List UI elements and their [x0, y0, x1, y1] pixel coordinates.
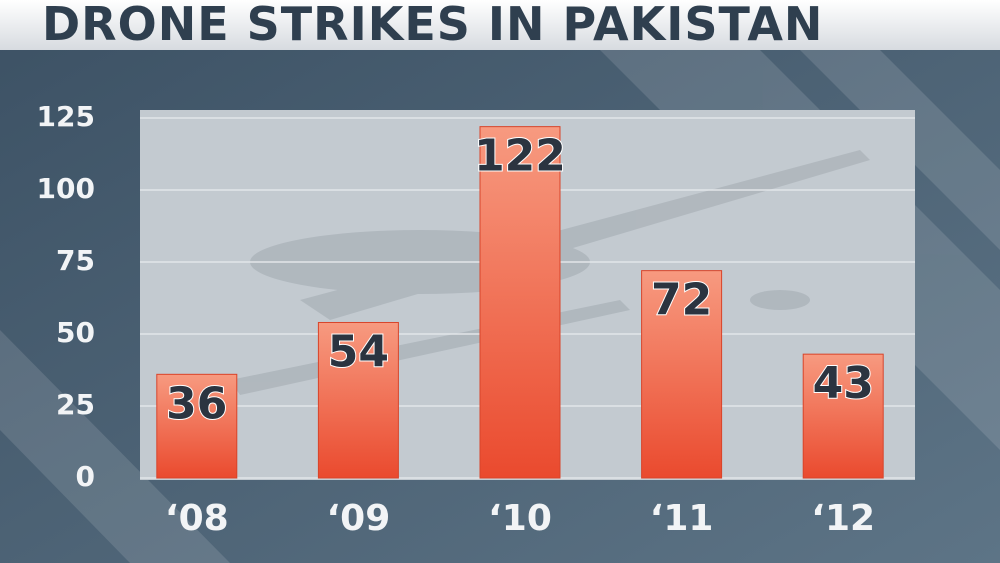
- bar: [479, 126, 561, 479]
- y-tick-label: 75: [56, 244, 95, 277]
- x-tick-label: ‘12: [811, 498, 875, 539]
- x-tick-label: ‘10: [488, 498, 552, 539]
- y-tick-label: 0: [76, 460, 95, 493]
- x-tick-label: ‘11: [650, 498, 714, 539]
- x-tick-label: ‘08: [165, 498, 229, 539]
- x-tick-label: ‘09: [327, 498, 391, 539]
- value-label: 122: [474, 131, 566, 182]
- value-label: 36: [166, 378, 227, 429]
- bar: [317, 321, 399, 479]
- value-label: 43: [813, 358, 874, 409]
- y-tick-label: 25: [56, 388, 95, 421]
- y-tick-label: 125: [37, 100, 95, 133]
- y-tick-label: 100: [37, 172, 95, 205]
- y-tick-label: 50: [56, 316, 95, 349]
- bar: [802, 353, 884, 479]
- bar: [641, 270, 723, 479]
- bar: [156, 373, 238, 479]
- chart-title: DRONE STRIKES IN PAKISTAN: [42, 0, 823, 51]
- value-label: 72: [651, 275, 712, 326]
- value-label: 54: [328, 326, 389, 377]
- title-bar: [0, 0, 1000, 50]
